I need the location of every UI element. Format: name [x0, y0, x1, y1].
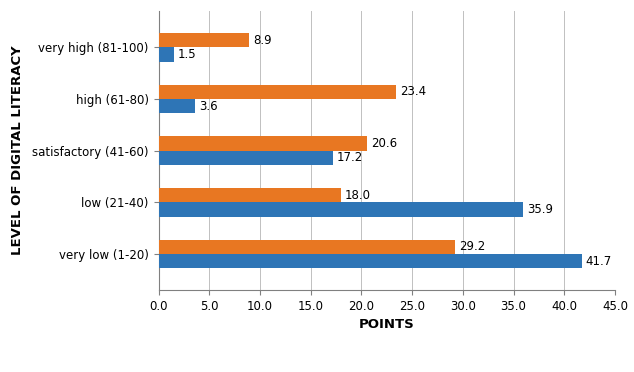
Legend: Self-assessment sub-level, Digital literacy level: Self-assessment sub-level, Digital liter… [220, 368, 553, 372]
Y-axis label: LEVEL OF DIGITAL LITERACY: LEVEL OF DIGITAL LITERACY [11, 46, 24, 256]
Text: 17.2: 17.2 [337, 151, 363, 164]
Bar [158, 47, 174, 62]
Bar [158, 202, 522, 217]
Bar [158, 99, 195, 113]
Bar [158, 151, 333, 165]
Bar [158, 33, 249, 47]
Text: 18.0: 18.0 [345, 189, 371, 202]
Text: 41.7: 41.7 [586, 255, 612, 268]
Text: 29.2: 29.2 [459, 240, 485, 253]
Bar [158, 136, 368, 151]
Bar [158, 188, 341, 202]
Bar [158, 84, 396, 99]
Bar [158, 254, 581, 269]
X-axis label: POINTS: POINTS [359, 318, 415, 331]
Bar [158, 240, 455, 254]
Text: 20.6: 20.6 [372, 137, 398, 150]
Text: 23.4: 23.4 [400, 85, 426, 98]
Text: 8.9: 8.9 [253, 33, 271, 46]
Text: 35.9: 35.9 [527, 203, 553, 216]
Text: 3.6: 3.6 [199, 100, 217, 113]
Text: 1.5: 1.5 [178, 48, 197, 61]
